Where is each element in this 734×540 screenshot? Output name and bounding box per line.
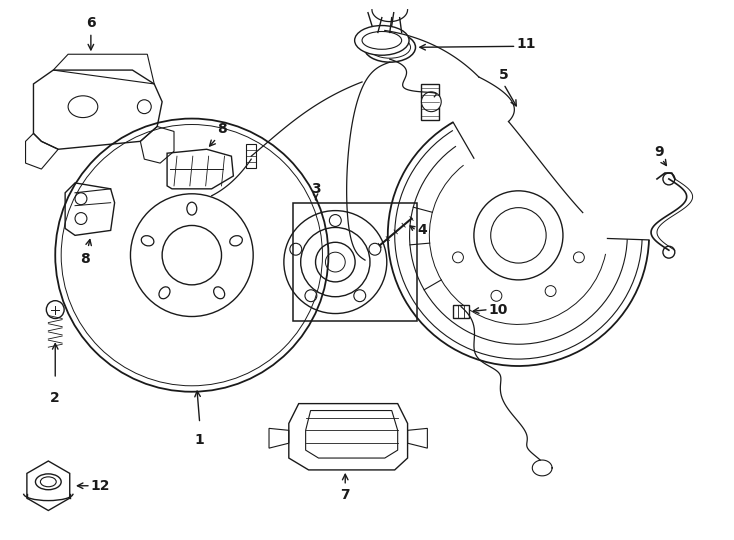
Text: 11: 11 (517, 37, 536, 51)
Text: 5: 5 (498, 68, 509, 82)
Text: 8: 8 (80, 252, 90, 266)
Bar (246, 144, 256, 168)
Text: 6: 6 (86, 17, 95, 30)
Text: 9: 9 (654, 145, 664, 159)
Text: 2: 2 (51, 391, 60, 405)
Ellipse shape (35, 474, 61, 490)
Text: 7: 7 (341, 488, 350, 502)
Text: 12: 12 (91, 479, 110, 493)
Text: 8: 8 (217, 123, 226, 137)
Bar (421, 84, 439, 119)
Circle shape (663, 173, 675, 185)
Text: 3: 3 (310, 182, 320, 196)
Bar (453, 305, 469, 319)
Circle shape (421, 92, 441, 112)
Text: 1: 1 (195, 433, 205, 447)
Bar (293, 202, 418, 321)
Text: 10: 10 (489, 302, 508, 316)
Text: 4: 4 (418, 224, 427, 238)
Ellipse shape (355, 25, 409, 55)
